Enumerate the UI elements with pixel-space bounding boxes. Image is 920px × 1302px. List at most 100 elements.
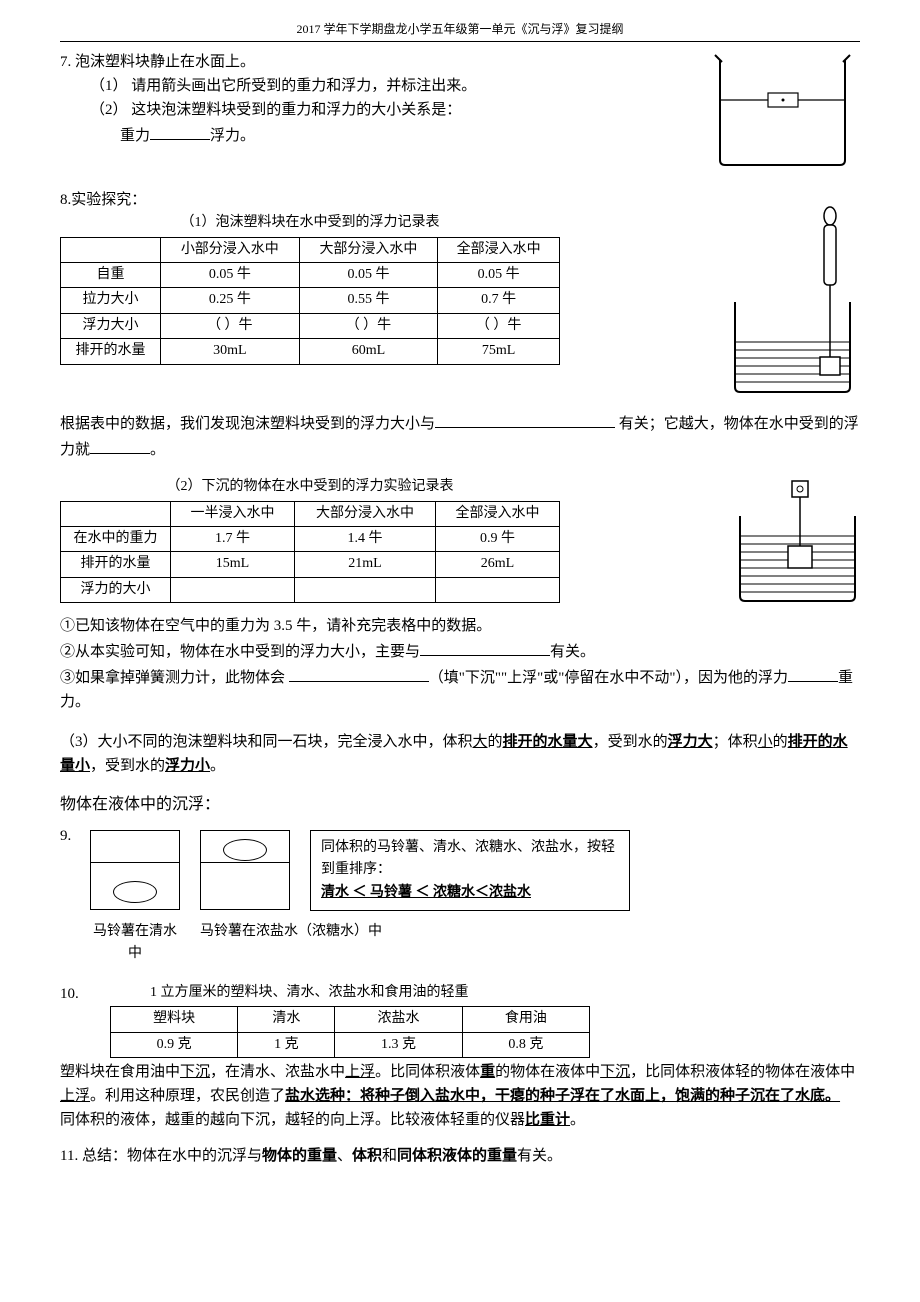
blank[interactable] bbox=[289, 664, 429, 682]
cell[interactable]: （ ）牛 bbox=[438, 313, 560, 338]
beaker-diagram-1 bbox=[710, 50, 860, 178]
text: 塑料块在食用油中 bbox=[60, 1064, 180, 1080]
text: （3）大小不同的泡沫塑料块和同一石块，完全浸入水中，体积 bbox=[60, 734, 473, 750]
text: 上浮 bbox=[345, 1064, 375, 1080]
diagram-water bbox=[90, 830, 180, 910]
table-row: 浮力的大小 bbox=[61, 577, 560, 602]
text: 比重计 bbox=[525, 1112, 570, 1128]
p10-1: 塑料块在食用油中下沉，在清水、浓盐水中上浮。比同体积液体重的物体在液体中下沉，比… bbox=[60, 1060, 860, 1108]
cell: 1.4 牛 bbox=[294, 526, 435, 551]
text: 11. 总结：物体在水中的沉浮与 bbox=[60, 1148, 262, 1164]
cell: 全部浸入水中 bbox=[438, 237, 560, 262]
cell: 0.05 牛 bbox=[299, 262, 438, 287]
table-row: 在水中的重力1.7 牛1.4 牛0.9 牛 bbox=[61, 526, 560, 551]
cell: 自重 bbox=[61, 262, 161, 287]
cell: 0.8 克 bbox=[462, 1032, 589, 1057]
table-2: 一半浸入水中 大部分浸入水中 全部浸入水中 在水中的重力1.7 牛1.4 牛0.… bbox=[60, 501, 560, 604]
table-row: 小部分浸入水中 大部分浸入水中 全部浸入水中 bbox=[61, 237, 560, 262]
table-3: 塑料块 清水 浓盐水 食用油 0.9 克 1 克 1.3 克 0.8 克 bbox=[110, 1006, 590, 1058]
cell: 清水 bbox=[238, 1007, 335, 1032]
q7-buoyancy-label: 浮力。 bbox=[210, 128, 255, 144]
table-row: 塑料块 清水 浓盐水 食用油 bbox=[111, 1007, 590, 1032]
text: 物体的重量 bbox=[262, 1148, 337, 1164]
t2-q3: ③如果拿掉弹簧测力计，此物体会 （填"下沉""上浮"或"停留在水中不动"），因为… bbox=[60, 664, 860, 714]
text: （填"下沉""上浮"或"停留在水中不动"），因为他的浮力 bbox=[429, 670, 788, 686]
text: 的 bbox=[488, 734, 503, 750]
cell[interactable]: （ ）牛 bbox=[161, 313, 300, 338]
section-title: 物体在液体中的沉浮： bbox=[60, 792, 860, 818]
cell: 食用油 bbox=[462, 1007, 589, 1032]
q11: 11. 总结：物体在水中的沉浮与物体的重量、体积和同体积液体的重量有关。 bbox=[60, 1144, 860, 1168]
cell: 75mL bbox=[438, 339, 560, 364]
text: ，比同体积液体轻的物体在液体中 bbox=[630, 1064, 855, 1080]
text: ，在清水、浓盐水中 bbox=[210, 1064, 345, 1080]
cell: 0.9 克 bbox=[111, 1032, 238, 1057]
text: 。 bbox=[210, 758, 225, 774]
cell bbox=[61, 237, 161, 262]
table-row: 排开的水量30mL60mL75mL bbox=[61, 339, 560, 364]
text: 重 bbox=[480, 1064, 495, 1080]
blank[interactable] bbox=[435, 410, 615, 428]
text: 同体积液体的重量 bbox=[397, 1148, 517, 1164]
text: 。 bbox=[150, 442, 165, 458]
text: 。比同体积液体 bbox=[375, 1064, 480, 1080]
cell: 排开的水量 bbox=[61, 552, 171, 577]
q10: 10. 1 立方厘米的塑料块、清水、浓盐水和食用油的轻重 塑料块 清水 浓盐水 … bbox=[60, 982, 860, 1132]
cell: 26mL bbox=[436, 552, 560, 577]
text: 盐水选种：将种子倒入盐水中，干瘪的种子浮在了水面上，饱满的种子沉在了水底。 bbox=[285, 1088, 840, 1104]
cell: 21mL bbox=[294, 552, 435, 577]
cell: 0.25 牛 bbox=[161, 288, 300, 313]
t1-title: （1）泡沫塑料块在水中受到的浮力记录表 bbox=[60, 212, 560, 234]
t2-title: （2）下沉的物体在水中受到的浮力实验记录表 bbox=[60, 476, 560, 498]
text: 下沉 bbox=[600, 1064, 630, 1080]
cell[interactable] bbox=[436, 577, 560, 602]
table-row: 浮力大小（ ）牛（ ）牛（ ）牛 bbox=[61, 313, 560, 338]
cell: 浮力大小 bbox=[61, 313, 161, 338]
cell: 0.7 牛 bbox=[438, 288, 560, 313]
blank[interactable] bbox=[150, 122, 210, 140]
p3: （3）大小不同的泡沫塑料块和同一石块，完全浸入水中，体积大的排开的水量大，受到水… bbox=[60, 730, 860, 778]
cell: 0.9 牛 bbox=[436, 526, 560, 551]
q7-gravity-label: 重力 bbox=[120, 128, 150, 144]
text: 排开的水量大 bbox=[503, 734, 593, 750]
text: ②从本实验可知，物体在水中受到的浮力大小，主要与 bbox=[60, 644, 420, 660]
table-row: 自重0.05 牛0.05 牛0.05 牛 bbox=[61, 262, 560, 287]
text: 、 bbox=[337, 1148, 352, 1164]
diagram-salt bbox=[200, 830, 290, 910]
cell: 拉力大小 bbox=[61, 288, 161, 313]
blank[interactable] bbox=[90, 436, 150, 454]
text: ；体积 bbox=[713, 734, 758, 750]
cell[interactable] bbox=[171, 577, 295, 602]
cell: 全部浸入水中 bbox=[436, 501, 560, 526]
t1-note: 根据表中的数据，我们发现泡沫塑料块受到的浮力大小与 有关；它越大，物体在水中受到… bbox=[60, 410, 860, 462]
q7: 7. 泡沫塑料块静止在水面上。 （1） 请用箭头画出它所受到的重力和浮力，并标注… bbox=[60, 50, 860, 178]
text: ，受到水的 bbox=[90, 758, 165, 774]
cell[interactable]: （ ）牛 bbox=[299, 313, 438, 338]
blank[interactable] bbox=[788, 664, 838, 682]
cell: 1.3 克 bbox=[335, 1032, 462, 1057]
t2-q1: ①已知该物体在空气中的重力为 3.5 牛，请补充完表格中的数据。 bbox=[60, 614, 860, 638]
table-row: 0.9 克 1 克 1.3 克 0.8 克 bbox=[111, 1032, 590, 1057]
info-box: 同体积的马铃薯、清水、浓糖水、浓盐水，按轻到重排序： 清水 ＜ 马铃薯 ＜ 浓糖… bbox=[310, 830, 630, 911]
text: 清水 ＜ 马铃薯 ＜ 浓糖水＜浓盐水 bbox=[321, 882, 619, 904]
text: 和 bbox=[382, 1148, 397, 1164]
beaker-diagram-2 bbox=[720, 202, 860, 410]
cell: 一半浸入水中 bbox=[171, 501, 295, 526]
text: 。 bbox=[570, 1112, 585, 1128]
cell: 0.05 牛 bbox=[161, 262, 300, 287]
q10-num: 10. bbox=[60, 982, 90, 1006]
cell: 塑料块 bbox=[111, 1007, 238, 1032]
text: ③如果拿掉弹簧测力计，此物体会 bbox=[60, 670, 289, 686]
table-row: 一半浸入水中 大部分浸入水中 全部浸入水中 bbox=[61, 501, 560, 526]
text: 下沉 bbox=[180, 1064, 210, 1080]
q9-num: 9. bbox=[60, 824, 90, 848]
cell: 排开的水量 bbox=[61, 339, 161, 364]
cell[interactable] bbox=[294, 577, 435, 602]
table-1: 小部分浸入水中 大部分浸入水中 全部浸入水中 自重0.05 牛0.05 牛0.0… bbox=[60, 237, 560, 365]
table-row: 排开的水量15mL21mL26mL bbox=[61, 552, 560, 577]
cell: 1 克 bbox=[238, 1032, 335, 1057]
blank[interactable] bbox=[420, 638, 550, 656]
cell: 1.7 牛 bbox=[171, 526, 295, 551]
text: 同体积的马铃薯、清水、浓糖水、浓盐水，按轻到重排序： bbox=[321, 837, 619, 882]
beaker-diagram-3 bbox=[730, 476, 860, 614]
